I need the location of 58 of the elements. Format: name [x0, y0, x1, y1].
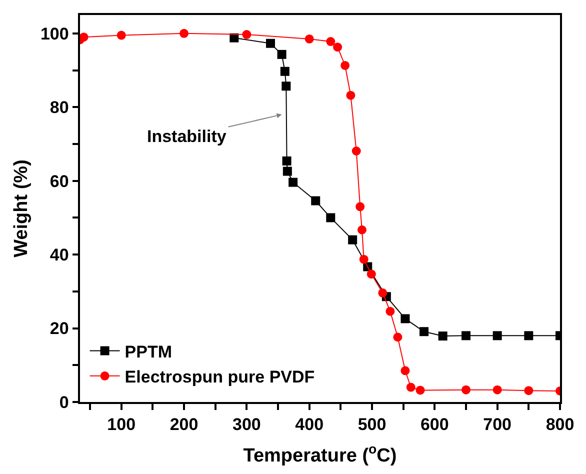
- x-tick-label: 300: [232, 415, 261, 434]
- point: [492, 385, 502, 394]
- x-tick-label: 400: [295, 415, 324, 434]
- point: [462, 331, 471, 340]
- point: [288, 178, 298, 187]
- point: [359, 254, 368, 264]
- point: [280, 66, 290, 76]
- x-axis-title: Temperature ($^{o}$C): [243, 441, 397, 466]
- y-tick-label: 20: [50, 319, 69, 338]
- point: [352, 146, 361, 156]
- point: [282, 156, 292, 166]
- x-tick-label: 700: [483, 415, 512, 434]
- y-tick-label: 80: [50, 98, 69, 118]
- point: [356, 202, 365, 212]
- y-tick-label: 60: [50, 172, 69, 191]
- point: [304, 34, 314, 44]
- point: [80, 32, 88, 42]
- y-tick-label: 100: [40, 24, 69, 44]
- point: [180, 28, 189, 38]
- point: [282, 166, 292, 176]
- y-tick-label: 0: [59, 392, 69, 412]
- point: [420, 327, 429, 336]
- point: [366, 270, 376, 279]
- x-tick-label: 800: [546, 415, 574, 434]
- point: [277, 50, 286, 59]
- point: [378, 288, 388, 298]
- x-tick-label: 200: [170, 415, 198, 434]
- point: [266, 38, 275, 48]
- y-tick-label: 40: [50, 246, 69, 265]
- point: [116, 30, 126, 40]
- point: [357, 225, 366, 234]
- point: [311, 196, 320, 206]
- point: [333, 42, 342, 52]
- point: [282, 82, 291, 91]
- point: [400, 366, 410, 376]
- annotation: Instability: [147, 127, 227, 146]
- point: [326, 213, 336, 222]
- point: [462, 385, 471, 394]
- point: [326, 37, 336, 46]
- point: [524, 331, 534, 340]
- x-tick-label: 500: [358, 415, 386, 434]
- point: [406, 382, 416, 392]
- point: [393, 332, 402, 342]
- legend-label: PPTM: [124, 342, 172, 362]
- y-axis-title: Weight (%): [10, 160, 32, 258]
- point: [492, 331, 502, 340]
- legend-label: Electrospun pure PVDF: [124, 368, 315, 387]
- point: [438, 332, 448, 341]
- point: [400, 314, 410, 324]
- point: [346, 90, 356, 100]
- x-tick-label: 600: [420, 415, 449, 434]
- point: [348, 235, 358, 244]
- point: [340, 60, 350, 70]
- point: [386, 306, 395, 316]
- x-tick-label: 100: [107, 415, 136, 434]
- point: [524, 386, 534, 396]
- point: [416, 386, 425, 395]
- point: [242, 30, 252, 40]
